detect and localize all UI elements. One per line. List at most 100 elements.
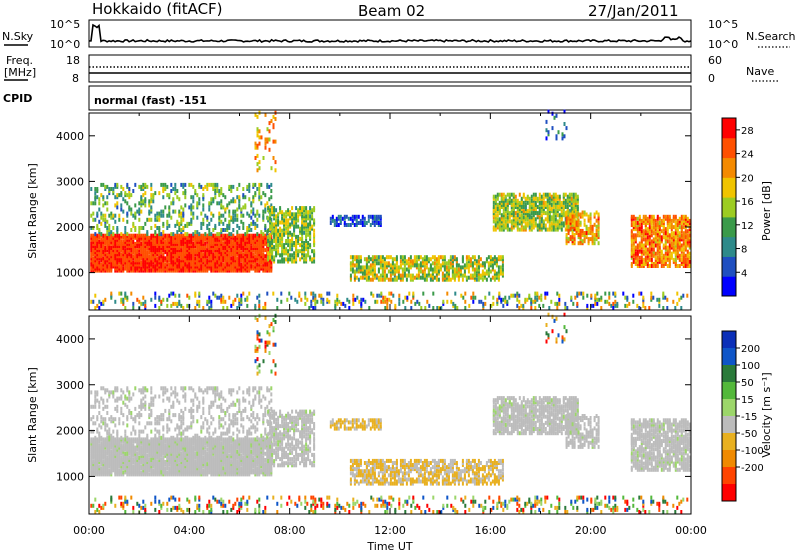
nsearch-label: N.Search bbox=[746, 30, 796, 43]
power-cell bbox=[106, 235, 109, 240]
power-cell bbox=[114, 219, 117, 224]
power-cell bbox=[264, 141, 267, 146]
power-cell bbox=[176, 262, 179, 267]
power-cell bbox=[160, 182, 163, 187]
power-cell bbox=[148, 239, 151, 244]
velocity-cell bbox=[94, 464, 97, 469]
power-cell bbox=[216, 201, 219, 206]
power-cell bbox=[463, 271, 466, 276]
power-cell bbox=[102, 203, 105, 208]
power-cell bbox=[290, 295, 293, 300]
power-cell bbox=[644, 241, 647, 246]
power-cell bbox=[497, 271, 500, 276]
power-cell bbox=[662, 221, 665, 225]
power-cell bbox=[232, 244, 235, 248]
power-cell bbox=[174, 191, 177, 196]
power-cell bbox=[482, 306, 485, 310]
power-cell bbox=[176, 266, 179, 271]
power-cell bbox=[186, 239, 189, 244]
power-cell bbox=[168, 211, 171, 216]
power-cell bbox=[333, 218, 336, 223]
power-cell bbox=[650, 229, 653, 234]
power-cell bbox=[587, 237, 590, 242]
nave-tick-high: 60 bbox=[708, 54, 722, 67]
power-cell bbox=[258, 262, 261, 267]
power-cell bbox=[166, 297, 169, 302]
power-cell bbox=[287, 239, 290, 243]
power-cell bbox=[435, 277, 438, 282]
power-cell bbox=[552, 223, 555, 228]
power-cell bbox=[668, 218, 671, 223]
velocity-cell bbox=[98, 464, 101, 469]
power-cell bbox=[365, 221, 368, 225]
power-cell bbox=[142, 260, 145, 265]
power-cell bbox=[567, 237, 570, 242]
power-cell bbox=[248, 223, 251, 228]
power-cell bbox=[575, 214, 578, 219]
power-cell bbox=[389, 273, 392, 278]
power-cell bbox=[636, 229, 639, 234]
power-cell bbox=[606, 299, 609, 304]
power-cell bbox=[162, 187, 165, 191]
power-cell bbox=[630, 223, 633, 227]
power-cell bbox=[512, 205, 515, 209]
power-cell bbox=[419, 261, 422, 266]
power-cell bbox=[212, 228, 215, 232]
power-cell bbox=[360, 306, 363, 310]
power-cell bbox=[636, 257, 639, 262]
power-cell bbox=[90, 213, 93, 218]
power-cell bbox=[262, 256, 265, 261]
power-cell bbox=[546, 200, 549, 205]
power-cell bbox=[660, 264, 663, 268]
power-cell bbox=[198, 232, 201, 237]
power-cell bbox=[98, 262, 101, 267]
power-cell bbox=[238, 195, 241, 200]
power-cell bbox=[542, 303, 545, 308]
power-cell bbox=[499, 271, 502, 276]
power-cell bbox=[140, 252, 143, 257]
power-cell bbox=[516, 205, 519, 209]
power-cell bbox=[112, 213, 115, 218]
power-cell bbox=[277, 259, 280, 264]
power-cell bbox=[202, 217, 205, 222]
power-cell bbox=[182, 252, 185, 257]
power-cell bbox=[313, 249, 316, 254]
count-tick-high-right: 10^5 bbox=[708, 18, 738, 31]
power-cell bbox=[577, 218, 580, 223]
power-cell bbox=[222, 244, 225, 248]
power-cell bbox=[379, 221, 382, 225]
power-cell bbox=[532, 196, 535, 201]
power-cell bbox=[678, 231, 681, 236]
power-cell bbox=[310, 303, 313, 308]
power-cell bbox=[258, 303, 261, 308]
power-cell bbox=[664, 262, 667, 266]
power-cell bbox=[436, 306, 439, 310]
power-cell bbox=[656, 257, 659, 262]
power-cell bbox=[571, 210, 574, 215]
power-cell bbox=[126, 239, 129, 244]
count-tick-high-left: 10^5 bbox=[50, 18, 80, 31]
power-cell bbox=[652, 247, 655, 252]
power-cell bbox=[202, 244, 205, 248]
power-cell bbox=[634, 225, 637, 230]
power-cell bbox=[563, 134, 566, 139]
power-cell bbox=[200, 260, 203, 265]
power-cell bbox=[122, 248, 125, 253]
power-cell bbox=[638, 249, 641, 254]
power-cell bbox=[234, 248, 237, 253]
power-cell bbox=[96, 244, 99, 248]
power-cell bbox=[546, 227, 549, 232]
power-cell bbox=[128, 239, 131, 244]
power-cell bbox=[544, 227, 547, 232]
power-cell bbox=[500, 223, 503, 228]
power-cell bbox=[562, 221, 565, 226]
power-cell bbox=[506, 299, 509, 304]
power-cell bbox=[238, 235, 241, 240]
power-cell bbox=[164, 233, 167, 238]
power-cell bbox=[652, 243, 655, 248]
power-cell bbox=[206, 226, 209, 230]
power-cell bbox=[491, 257, 494, 262]
power-cell bbox=[168, 239, 171, 244]
power-cell bbox=[581, 214, 584, 219]
power-cell bbox=[275, 230, 278, 235]
